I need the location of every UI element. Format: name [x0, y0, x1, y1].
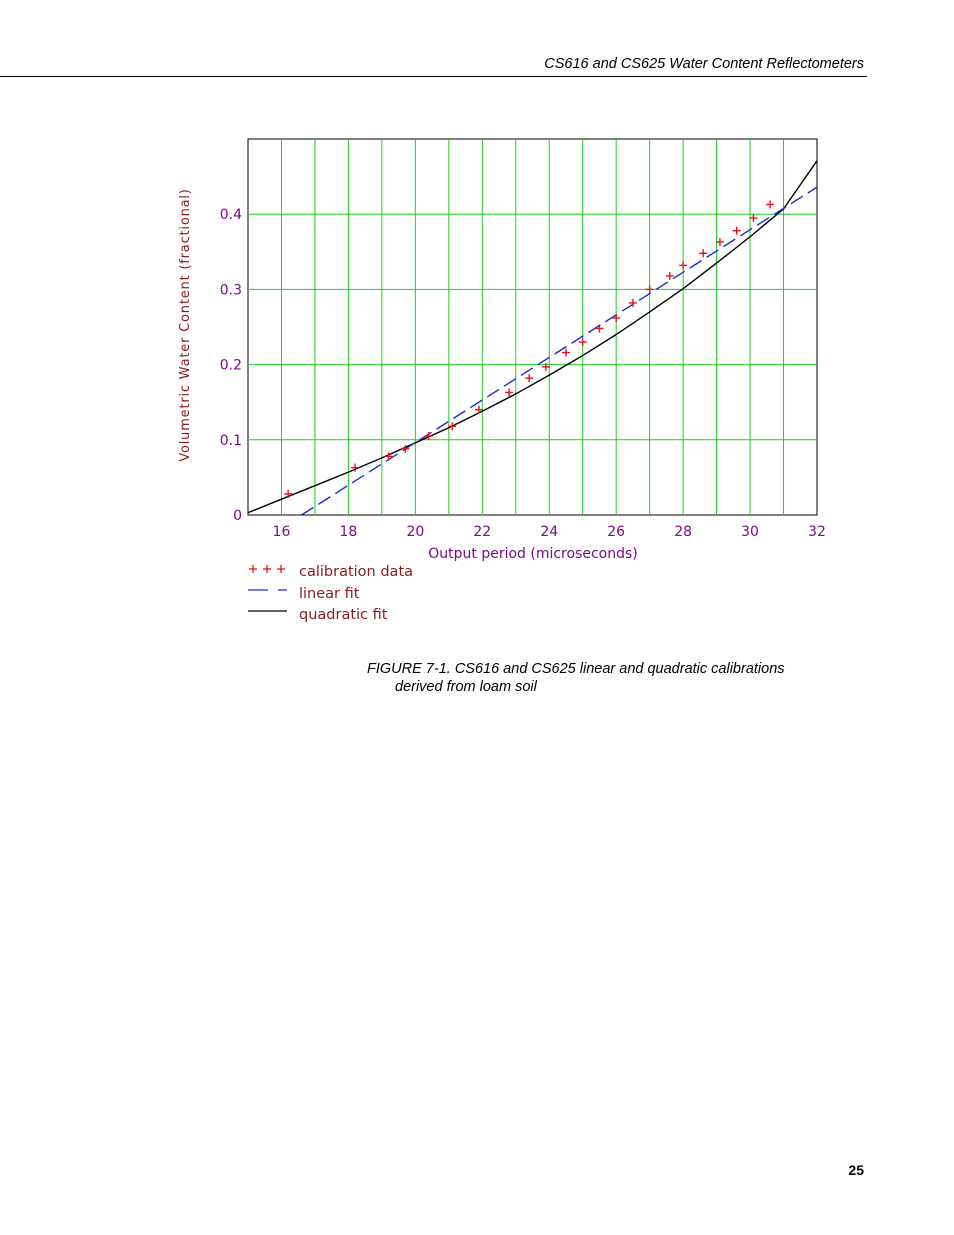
x-tick-label: 22 [473, 524, 491, 540]
y-axis-label: Volumetric Water Content (fractional) [178, 188, 193, 461]
calibration-point [541, 362, 550, 371]
calibration-point [766, 200, 775, 209]
x-tick-label: 26 [607, 524, 625, 540]
calibration-point [525, 374, 534, 383]
calibration-point [715, 238, 724, 247]
x-axis-label: Output period (microseconds) [428, 546, 638, 562]
x-tick-label: 18 [339, 524, 357, 540]
calibration-point [595, 324, 604, 333]
y-tick-label: 0.2 [220, 358, 242, 374]
calibration-point [284, 489, 293, 498]
calibration-point [474, 405, 483, 414]
calibration-point [645, 285, 654, 294]
legend-label: quadratic fit [299, 607, 388, 623]
series [248, 160, 817, 515]
calibration-point [351, 463, 360, 472]
x-tick-label: 24 [540, 524, 558, 540]
calibration-point [578, 338, 587, 347]
y-tick-label: 0.4 [220, 207, 242, 223]
calibration-point [561, 348, 570, 357]
calibration-point [505, 388, 514, 397]
calibration-point [401, 444, 410, 453]
caption-line-1: FIGURE 7-1. CS616 and CS625 linear and q… [367, 661, 785, 677]
calibration-point [384, 452, 393, 461]
y-tick-label: 0 [233, 508, 242, 524]
calibration-point [732, 226, 741, 235]
page-number: 25 [848, 1162, 864, 1178]
legend: calibration data linear fit quadratic fit [248, 564, 413, 623]
x-tick-label: 16 [273, 524, 291, 540]
x-tick-label: 30 [741, 524, 759, 540]
linear-fit-line [301, 186, 817, 515]
calibration-point [679, 261, 688, 270]
y-tick-label: 0.3 [220, 282, 242, 298]
caption-line-2: derived from loam soil [395, 679, 537, 695]
grid [248, 139, 817, 515]
legend-label: calibration data [299, 564, 413, 580]
x-tick-label: 20 [406, 524, 424, 540]
x-tick-label: 28 [674, 524, 692, 540]
figure-caption: FIGURE 7-1. CS616 and CS625 linear and q… [367, 660, 785, 696]
calibration-point [448, 422, 457, 431]
calibration-chart: 16 18 20 22 24 26 28 30 32 0 0.1 0.2 0.3 0.4 Output p… [178, 138, 826, 623]
quadratic-fit-line [248, 160, 817, 514]
calibration-point [749, 213, 758, 222]
calibration-point [699, 249, 708, 258]
calibration-point [612, 313, 621, 322]
calibration-point [424, 432, 433, 441]
legend-label: linear fit [299, 586, 360, 602]
running-header: CS616 and CS625 Water Content Reflectome… [544, 56, 864, 72]
plot-frame [247, 138, 818, 516]
calibration-point [628, 298, 637, 307]
x-tick-label: 32 [808, 524, 826, 540]
tick-labels: 16 18 20 22 24 26 28 30 32 0 0.1 0.2 0.3 0.4 [220, 207, 826, 540]
y-tick-label: 0.1 [220, 433, 242, 449]
calibration-point [665, 271, 674, 280]
header-rule [0, 76, 867, 77]
